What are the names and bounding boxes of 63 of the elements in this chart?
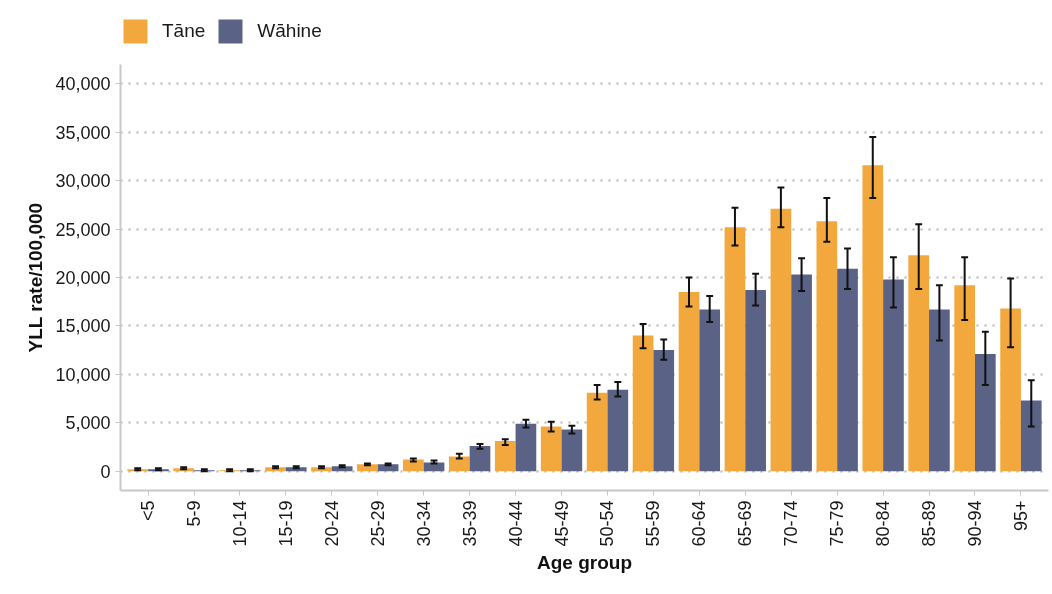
x-axis-title: Age group xyxy=(537,551,632,573)
bar xyxy=(1020,400,1042,472)
y-tick-label: 40,000 xyxy=(55,74,111,95)
x-tick-label: 20-24 xyxy=(321,500,342,547)
x-tick-label: 35-39 xyxy=(459,500,480,547)
bar xyxy=(515,423,537,472)
bar xyxy=(632,335,654,472)
bar xyxy=(883,279,904,472)
bar xyxy=(678,292,700,472)
bar xyxy=(561,429,583,472)
bar xyxy=(357,464,378,472)
bar xyxy=(862,165,884,472)
x-tick-label: 15-19 xyxy=(275,500,296,547)
x-tick-label: 60-64 xyxy=(689,500,710,547)
x-tick-label: 85-89 xyxy=(919,500,940,547)
bar xyxy=(423,462,445,472)
bar xyxy=(586,392,608,472)
bar xyxy=(770,208,792,472)
x-tick-label: 10-14 xyxy=(229,500,250,547)
y-tick-label: 30,000 xyxy=(55,171,111,192)
bar xyxy=(745,290,766,472)
y-tick-label: 25,000 xyxy=(55,219,111,240)
bar xyxy=(403,459,424,472)
bar xyxy=(975,353,996,472)
bar xyxy=(607,389,629,472)
x-tick-label: 95+ xyxy=(1010,500,1031,532)
bar xyxy=(791,274,812,472)
bar xyxy=(724,227,746,472)
y-axis-title: YLL rate/100,000 xyxy=(25,202,47,353)
x-tick-label: 40-44 xyxy=(505,500,526,547)
x-tick-label: <5 xyxy=(138,500,159,522)
bar xyxy=(1000,308,1021,472)
bar xyxy=(816,221,838,472)
bar xyxy=(954,285,975,472)
bar xyxy=(908,255,930,472)
x-tick-label: 5-9 xyxy=(184,500,204,527)
x-tick-label: 65-69 xyxy=(735,500,756,547)
bar xyxy=(469,445,491,472)
x-tick-label: 75-79 xyxy=(827,500,848,547)
bar xyxy=(929,309,950,472)
x-tick-label: 30-34 xyxy=(413,500,434,547)
bar xyxy=(448,456,470,472)
x-tick-label: 25-29 xyxy=(367,500,388,547)
bar xyxy=(653,350,675,472)
y-tick-label: 20,000 xyxy=(55,268,111,288)
legend-label: Tāne xyxy=(162,20,206,42)
bar xyxy=(377,464,399,472)
bar xyxy=(837,268,858,472)
bar xyxy=(494,441,516,472)
x-tick-label: 50-54 xyxy=(597,500,618,547)
y-tick-label: 5,000 xyxy=(65,413,111,434)
legend-label: Wāhine xyxy=(257,20,322,42)
x-tick-label: 90-94 xyxy=(965,500,985,547)
y-tick-label: 15,000 xyxy=(55,316,111,337)
y-tick-label: 0 xyxy=(100,461,111,482)
x-tick-label: 55-59 xyxy=(643,500,664,547)
y-tick-label: 10,000 xyxy=(55,364,111,385)
x-tick-label: 80-84 xyxy=(873,500,894,547)
bar xyxy=(540,426,562,472)
x-tick-label: 70-74 xyxy=(781,500,802,547)
y-tick-label: 35,000 xyxy=(55,122,111,143)
x-tick-label: 45-49 xyxy=(551,500,572,547)
bar xyxy=(699,309,721,472)
